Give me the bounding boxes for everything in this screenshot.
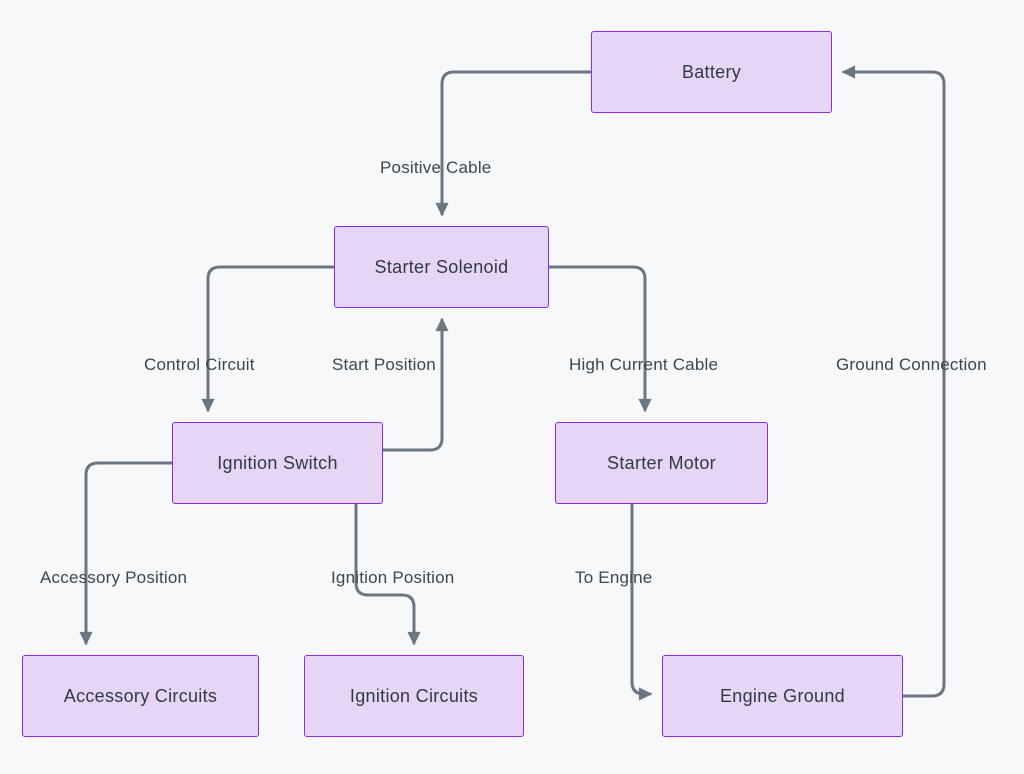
edge-label: Ignition Position: [331, 568, 454, 588]
node-label: Battery: [682, 62, 741, 83]
edge-label: Start Position: [332, 355, 436, 375]
edge-label: Positive Cable: [380, 158, 491, 178]
node-label: Starter Motor: [607, 453, 716, 474]
edge-label: High Current Cable: [569, 355, 718, 375]
edge-e-ign-sol: [383, 320, 442, 450]
edge-e-sol-ign: [208, 267, 334, 410]
node-label: Ignition Switch: [217, 453, 338, 474]
node-label: Starter Solenoid: [375, 257, 509, 278]
edge-e-ign-acc: [86, 463, 172, 643]
node-accessory-circuits: Accessory Circuits: [22, 655, 259, 737]
node-engine-ground: Engine Ground: [662, 655, 903, 737]
node-starter-motor: Starter Motor: [555, 422, 768, 504]
edge-e-gnd-batt: [844, 72, 944, 696]
edge-e-sol-motor: [549, 267, 645, 410]
edge-label: Control Circuit: [144, 355, 255, 375]
node-label: Engine Ground: [720, 686, 845, 707]
diagram-canvas: Battery Starter Solenoid Ignition Switch St…: [0, 0, 1024, 774]
edge-label: Accessory Position: [40, 568, 187, 588]
edge-label: Ground Connection: [836, 355, 987, 375]
edge-e-motor-gnd: [632, 504, 650, 694]
edge-e-batt-sol: [442, 72, 591, 214]
node-battery: Battery: [591, 31, 832, 113]
edge-label: To Engine: [575, 568, 652, 588]
node-ignition-circuits: Ignition Circuits: [304, 655, 524, 737]
node-label: Accessory Circuits: [64, 686, 217, 707]
node-starter-solenoid: Starter Solenoid: [334, 226, 549, 308]
node-ignition-switch: Ignition Switch: [172, 422, 383, 504]
node-label: Ignition Circuits: [350, 686, 478, 707]
